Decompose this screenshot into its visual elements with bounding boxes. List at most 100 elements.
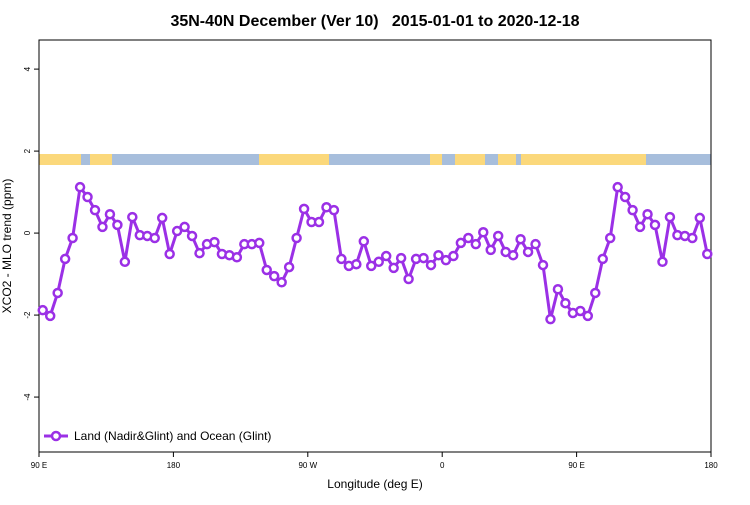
data-point (657, 256, 668, 268)
data-point (418, 252, 429, 264)
x-tick-label: 180 (167, 461, 181, 470)
data-point (127, 211, 138, 223)
data-point (664, 211, 676, 223)
data-point (149, 232, 160, 244)
data-point (597, 253, 608, 265)
chart-title: 35N-40N December (Ver 10) 2015-01-01 to … (170, 13, 579, 30)
data-point (179, 221, 190, 233)
data-point (351, 258, 362, 270)
data-point (209, 236, 220, 248)
data-point (590, 287, 601, 299)
data-point (89, 204, 101, 216)
x-tick-label: 180 (704, 461, 718, 470)
data-point (604, 232, 616, 244)
data-point (261, 264, 272, 276)
data-point (687, 232, 698, 244)
data-point (485, 244, 496, 256)
land (39, 154, 81, 165)
data-point (582, 310, 594, 322)
plot-frame (38, 39, 712, 453)
land-ocean-strip (39, 154, 711, 165)
data-point (97, 221, 108, 233)
data-point (507, 249, 519, 261)
data-point (283, 261, 295, 273)
data-point (694, 212, 706, 224)
data-point (67, 232, 78, 244)
data-point (37, 304, 48, 316)
land (498, 154, 516, 165)
data-point (328, 204, 340, 216)
data-point (395, 252, 407, 264)
data-point (649, 219, 661, 231)
data-point (119, 256, 131, 268)
data-point (231, 252, 243, 263)
data-point (627, 204, 638, 216)
data-point (642, 208, 653, 220)
data-point (171, 225, 183, 237)
data-point (59, 253, 71, 265)
y-tick-label: 4 (23, 66, 32, 71)
data-point (634, 221, 646, 233)
data-point (440, 254, 452, 266)
data-point (492, 230, 504, 242)
data-point (530, 238, 541, 250)
data-point (448, 250, 459, 262)
x-tick-label: 0 (440, 461, 445, 470)
data-point (702, 248, 713, 260)
y-tick-label: -4 (23, 393, 32, 401)
series-line (41, 185, 709, 321)
data-point (358, 236, 370, 247)
data-point (470, 238, 482, 250)
land (430, 154, 442, 165)
data-point (298, 203, 310, 215)
data-point (366, 260, 377, 272)
data-point (82, 191, 93, 203)
data-point (156, 212, 168, 224)
data-point (478, 227, 489, 238)
data-point (619, 191, 631, 203)
data-point (455, 237, 467, 249)
x-tick-label: 90 W (298, 461, 317, 470)
data-point (254, 237, 265, 249)
data-point (433, 249, 444, 261)
data-point (313, 216, 325, 228)
legend: Land (Nadir&Glint) and Ocean (Glint) (44, 429, 271, 443)
data-point (52, 287, 63, 299)
data-point (104, 208, 116, 220)
data-point (515, 233, 526, 245)
data-point (560, 297, 571, 309)
data-point (276, 277, 287, 288)
land (521, 154, 646, 165)
land (259, 154, 329, 165)
legend-marker (50, 430, 62, 442)
data-point (112, 219, 123, 231)
data-point (537, 259, 549, 271)
x-tick-label: 90 E (568, 461, 584, 470)
data-point (164, 248, 175, 260)
data-point (575, 305, 586, 317)
y-tick-label: 2 (23, 148, 32, 153)
data-point (186, 230, 198, 242)
data-point (291, 232, 302, 244)
data-point (403, 273, 414, 285)
data-point (552, 283, 564, 295)
data-point (612, 181, 623, 193)
land (90, 154, 112, 165)
data-point (380, 250, 392, 262)
data-point (44, 310, 56, 322)
legend-label: Land (Nadir&Glint) and Ocean (Glint) (74, 429, 271, 443)
data-point (268, 270, 280, 282)
ocean (39, 154, 711, 165)
data-point (388, 262, 399, 274)
data-point (74, 181, 86, 193)
x-axis-title: Longitude (deg E) (327, 477, 422, 491)
y-axis-title: XCO2 - MLO trend (ppm) (0, 179, 14, 314)
data-point (425, 259, 437, 271)
data-point (463, 232, 474, 244)
data-point (194, 247, 205, 259)
y-tick-label: 0 (23, 230, 32, 235)
data-point (545, 313, 556, 325)
data-point (373, 256, 384, 268)
data-point (522, 246, 534, 258)
